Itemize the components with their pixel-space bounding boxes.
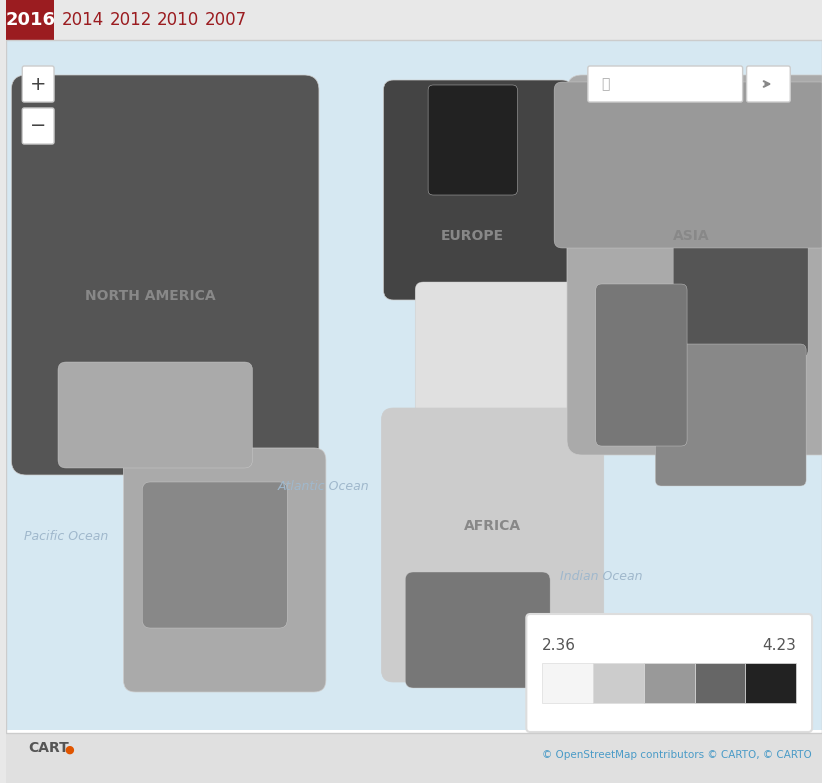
FancyBboxPatch shape [123, 448, 326, 692]
FancyBboxPatch shape [12, 75, 319, 475]
Text: 2007: 2007 [205, 11, 247, 29]
Text: ASIA: ASIA [672, 229, 709, 243]
Bar [593, 663, 644, 703]
Text: ●: ● [64, 745, 74, 755]
Text: SOUTH AMERICA: SOUTH AMERICA [155, 609, 284, 623]
Text: 2.36: 2.36 [543, 638, 576, 654]
FancyBboxPatch shape [588, 66, 742, 102]
FancyBboxPatch shape [415, 282, 590, 428]
FancyBboxPatch shape [596, 284, 687, 446]
FancyBboxPatch shape [7, 40, 822, 733]
Bar [7, 733, 822, 783]
Text: AFRICA: AFRICA [464, 519, 521, 533]
Text: 4.23: 4.23 [762, 638, 797, 654]
FancyBboxPatch shape [383, 80, 572, 300]
Bar [7, 0, 54, 40]
Text: +: + [30, 74, 46, 93]
Text: NORTH AMERICA: NORTH AMERICA [85, 289, 215, 303]
FancyBboxPatch shape [567, 75, 822, 455]
Bar [695, 663, 746, 703]
FancyBboxPatch shape [554, 82, 822, 248]
Text: © OpenStreetMap contributors © CARTO, © CARTO: © OpenStreetMap contributors © CARTO, © … [543, 750, 812, 760]
FancyBboxPatch shape [746, 66, 790, 102]
Text: −: − [30, 117, 46, 135]
Text: Atlantic Ocean: Atlantic Ocean [278, 480, 370, 493]
FancyBboxPatch shape [58, 362, 252, 468]
Bar [7, 40, 822, 730]
Text: Indian Ocean: Indian Ocean [561, 570, 643, 583]
FancyBboxPatch shape [673, 142, 808, 358]
Text: EUROPE: EUROPE [441, 229, 505, 243]
FancyBboxPatch shape [655, 344, 806, 486]
FancyBboxPatch shape [405, 572, 550, 688]
Bar [7, 40, 822, 733]
Text: 2016: 2016 [5, 11, 55, 29]
Bar [543, 663, 593, 703]
FancyBboxPatch shape [22, 66, 54, 102]
Text: CART: CART [28, 741, 69, 755]
Bar [746, 663, 797, 703]
FancyBboxPatch shape [526, 614, 812, 732]
Text: 2010: 2010 [157, 11, 200, 29]
FancyBboxPatch shape [381, 408, 603, 682]
Text: 2012: 2012 [109, 11, 152, 29]
Text: 2014: 2014 [62, 11, 104, 29]
FancyBboxPatch shape [142, 482, 287, 628]
Bar [644, 663, 695, 703]
Text: 🔍: 🔍 [602, 77, 610, 91]
Text: Pacific Ocean: Pacific Ocean [24, 530, 108, 543]
FancyBboxPatch shape [22, 108, 54, 144]
FancyBboxPatch shape [428, 85, 517, 195]
